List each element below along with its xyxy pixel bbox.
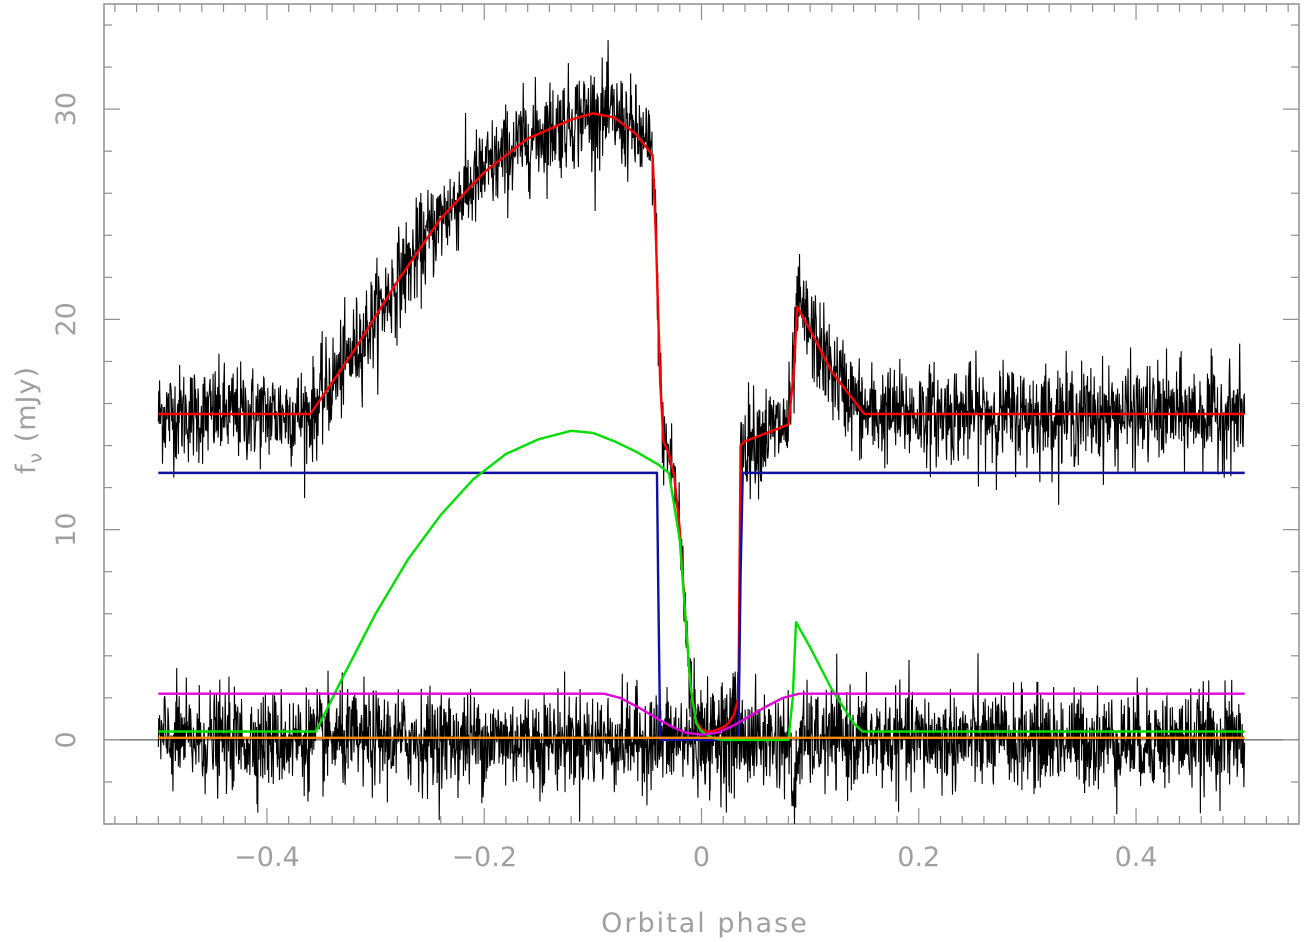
y-axis-title-units: (mJy) xyxy=(11,366,42,452)
y-tick-label: 30 xyxy=(51,92,82,126)
series-data_total xyxy=(157,39,1246,801)
x-tick-label: −0.2 xyxy=(451,842,517,873)
x-tick-label: −0.4 xyxy=(234,842,300,873)
series-white_dwarf xyxy=(158,471,1245,742)
x-tick-label: 0.4 xyxy=(1115,842,1158,873)
y-axis-title-main: f xyxy=(11,463,42,474)
y-tick-label: 20 xyxy=(51,302,82,336)
series-disc xyxy=(158,692,1245,736)
series-model_total xyxy=(158,112,1245,733)
axis-ticks xyxy=(104,4,1299,825)
series-layer xyxy=(157,39,1246,825)
y-tick-label: 0 xyxy=(51,731,82,748)
x-tick-labels: −0.4 −0.2 0 0.2 0.4 xyxy=(234,842,1157,873)
x-tick-label: 0 xyxy=(693,842,710,873)
y-axis-title: fν (mJy) xyxy=(11,366,47,474)
y-axis-title-sub: ν xyxy=(25,452,47,464)
y-tick-label: 10 xyxy=(51,512,82,546)
x-axis-title: Orbital phase xyxy=(601,908,809,939)
series-bright_spot xyxy=(158,429,1245,742)
x-tick-label: 0.2 xyxy=(897,842,940,873)
y-tick-labels: 0 10 20 30 xyxy=(51,92,82,749)
